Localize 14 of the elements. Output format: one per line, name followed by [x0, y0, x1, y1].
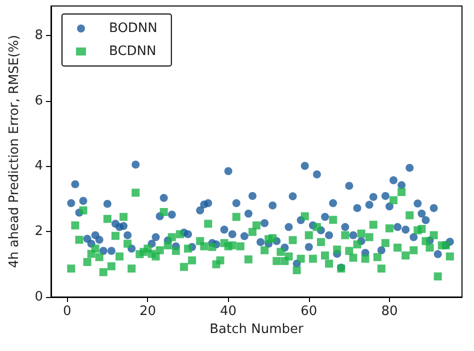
x-tick-label: 20: [139, 304, 156, 319]
x-axis-title: Batch Number: [210, 322, 304, 337]
y-tick-label: 4: [34, 158, 43, 174]
y-tick-label: 6: [34, 93, 43, 108]
y-tick-label: 8: [34, 28, 43, 43]
y-tick-label: 0: [34, 290, 43, 304]
legend-label: BCDNN: [109, 44, 156, 59]
x-tick-label: 60: [300, 304, 318, 319]
x-tick-label: 0: [62, 304, 72, 319]
x-tick-label: 80: [381, 304, 398, 319]
x-tick-label: 40: [220, 304, 237, 319]
y-axis-title: 4h ahead Prediction Error, RMSE(%): [7, 34, 22, 268]
legend-label: BODNN: [109, 21, 158, 36]
y-tick-label: 2: [34, 224, 43, 240]
